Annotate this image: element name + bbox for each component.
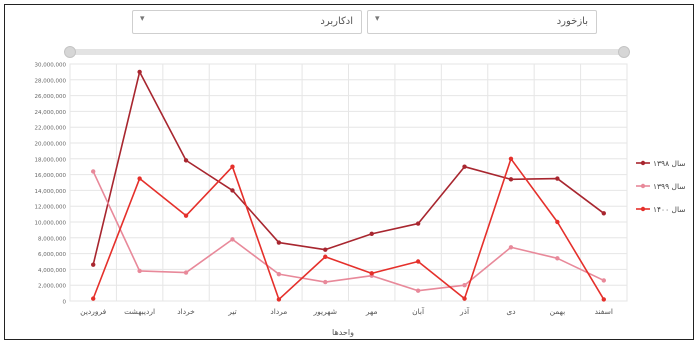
data-point bbox=[508, 177, 514, 182]
data-point bbox=[601, 278, 606, 283]
legend-label: سال ۱۳۹۸ bbox=[653, 159, 686, 168]
y-tick-label: 4,000,000 bbox=[38, 268, 66, 274]
x-tick-label: شهریور bbox=[313, 307, 337, 316]
data-point bbox=[91, 262, 96, 267]
data-point bbox=[230, 188, 235, 193]
data-point bbox=[462, 296, 467, 301]
y-axis: 0 2,000,000 4,000,000 6,000,000 8,000,000 10,… bbox=[35, 63, 67, 306]
y-tick-label: 20,000,000 bbox=[35, 142, 67, 148]
data-point bbox=[137, 268, 142, 274]
y-tick-label: 28,000,000 bbox=[35, 78, 67, 84]
series-line bbox=[92, 171, 605, 292]
y-tick-label: 16,000,000 bbox=[35, 173, 67, 179]
x-tick-label: تیر bbox=[227, 307, 237, 316]
data-point bbox=[137, 69, 142, 75]
data-point bbox=[555, 256, 560, 261]
data-point bbox=[230, 164, 235, 169]
y-tick-label: 24,000,000 bbox=[35, 110, 67, 116]
data-point bbox=[415, 259, 421, 264]
y-tick-label: 12,000,000 bbox=[35, 205, 67, 211]
x-tick-label: مهر bbox=[365, 307, 378, 316]
data-point bbox=[230, 237, 235, 242]
y-tick-label: 6,000,000 bbox=[38, 252, 66, 258]
x-tick-label: دی bbox=[506, 307, 515, 316]
y-tick-label: 22,000,000 bbox=[35, 126, 67, 132]
legend-label: سال ۱۳۹۹ bbox=[653, 182, 686, 191]
data-point bbox=[91, 169, 96, 174]
range-slider-end-handle[interactable] bbox=[618, 46, 630, 58]
data-point bbox=[462, 164, 467, 169]
chart-legend: سال ۱۳۹۸ سال ۱۳۹۹ سال ۱۴۰۰ bbox=[636, 159, 686, 214]
range-slider-start-handle[interactable] bbox=[64, 46, 76, 58]
data-point bbox=[415, 221, 421, 226]
x-axis-title: واحد‌ها bbox=[332, 328, 354, 337]
data-point bbox=[276, 271, 282, 277]
data-point bbox=[276, 297, 282, 302]
chevron-down-icon: ▾ bbox=[375, 14, 380, 24]
x-tick-label: خرداد bbox=[177, 307, 195, 316]
legend-marker bbox=[640, 206, 646, 212]
data-point bbox=[183, 270, 189, 275]
data-point bbox=[276, 240, 282, 245]
range-slider-track[interactable] bbox=[70, 49, 624, 55]
data-point bbox=[183, 213, 189, 218]
data-point bbox=[323, 247, 328, 252]
x-tick-label: اسفند bbox=[595, 307, 613, 316]
data-point bbox=[91, 296, 96, 301]
y-tick-label: 10,000,000 bbox=[35, 221, 67, 227]
y-tick-label: 26,000,000 bbox=[35, 94, 67, 100]
data-point bbox=[555, 219, 560, 225]
chart-series bbox=[91, 69, 606, 302]
y-tick-label: 2,000,000 bbox=[38, 284, 66, 290]
data-point bbox=[508, 245, 514, 250]
data-point bbox=[183, 158, 189, 163]
y-tick-label: 30,000,000 bbox=[35, 63, 67, 69]
filter-select-left[interactable]: ادکاربرد ▾ bbox=[132, 10, 362, 34]
y-tick-label: 8,000,000 bbox=[38, 236, 66, 242]
legend-marker bbox=[640, 160, 646, 166]
x-tick-label: بهمن bbox=[550, 307, 566, 316]
data-point bbox=[555, 176, 560, 181]
range-slider[interactable] bbox=[64, 46, 630, 58]
x-tick-label: مرداد bbox=[270, 307, 287, 316]
filter-select-left-value: ادکاربرد bbox=[320, 16, 353, 27]
data-point bbox=[601, 211, 606, 216]
data-point bbox=[601, 297, 606, 302]
series-line bbox=[92, 158, 605, 301]
data-point bbox=[323, 279, 328, 285]
x-tick-label: آبان bbox=[412, 306, 425, 316]
x-tick-label: اردیبهشت bbox=[124, 307, 155, 316]
data-point bbox=[137, 176, 142, 181]
legend-marker bbox=[640, 183, 646, 189]
data-point bbox=[369, 231, 374, 237]
data-point bbox=[462, 283, 467, 288]
filter-select-right[interactable]: بازخورد ▾ bbox=[367, 10, 597, 34]
y-tick-label: 14,000,000 bbox=[35, 189, 67, 195]
x-axis: فروردین اردیبهشت خرداد تیر مرداد شهریور مهر آبا… bbox=[80, 306, 613, 316]
chart-grid bbox=[69, 63, 628, 302]
series-line bbox=[92, 71, 605, 265]
y-tick-label: 18,000,000 bbox=[35, 157, 67, 163]
data-point bbox=[369, 271, 374, 276]
data-point bbox=[415, 288, 421, 293]
x-tick-label: فروردین bbox=[80, 307, 107, 316]
x-tick-label: آذر bbox=[459, 306, 470, 316]
data-point bbox=[508, 156, 514, 161]
filter-select-right-value: بازخورد bbox=[556, 16, 588, 27]
chevron-down-icon: ▾ bbox=[140, 14, 145, 24]
y-tick-label: 0 bbox=[63, 300, 67, 306]
legend-label: سال ۱۴۰۰ bbox=[653, 205, 686, 214]
data-point bbox=[323, 254, 328, 259]
